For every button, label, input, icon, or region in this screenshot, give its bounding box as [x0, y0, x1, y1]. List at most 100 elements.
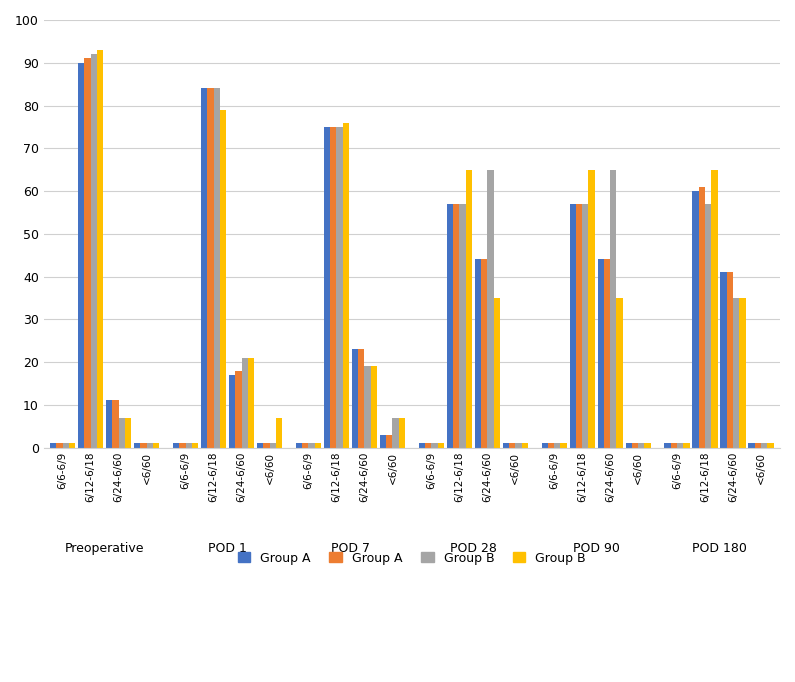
Bar	[214, 89, 220, 447]
Bar	[97, 50, 103, 447]
Bar	[106, 400, 112, 447]
Bar	[610, 170, 616, 447]
Bar	[276, 417, 282, 447]
Bar	[453, 204, 460, 447]
Bar	[134, 443, 141, 447]
Bar	[220, 110, 227, 447]
Bar	[229, 375, 235, 447]
Bar	[419, 443, 425, 447]
Bar	[460, 204, 466, 447]
Bar	[336, 127, 343, 447]
Bar	[50, 443, 56, 447]
Bar	[343, 123, 349, 447]
Bar	[684, 443, 689, 447]
Bar	[399, 417, 405, 447]
Bar	[554, 443, 560, 447]
Bar	[733, 298, 739, 447]
Bar	[173, 443, 179, 447]
Bar	[582, 204, 588, 447]
Bar	[380, 434, 386, 447]
Bar	[370, 366, 377, 447]
Bar	[147, 443, 153, 447]
Bar	[576, 204, 582, 447]
Bar	[588, 170, 595, 447]
Bar	[645, 443, 651, 447]
Bar	[118, 417, 125, 447]
Bar	[78, 63, 84, 447]
Bar	[315, 443, 321, 447]
Bar	[705, 204, 712, 447]
Bar	[502, 443, 509, 447]
Bar	[712, 170, 718, 447]
Bar	[425, 443, 432, 447]
Bar	[235, 370, 242, 447]
Bar	[494, 298, 500, 447]
Bar	[761, 443, 767, 447]
Bar	[481, 259, 487, 447]
Bar	[437, 443, 444, 447]
Bar	[632, 443, 638, 447]
Bar	[487, 170, 494, 447]
Bar	[324, 127, 330, 447]
Bar	[63, 443, 69, 447]
Bar	[393, 417, 399, 447]
Bar	[302, 443, 308, 447]
Bar	[56, 443, 63, 447]
Bar	[308, 443, 315, 447]
Text: POD 180: POD 180	[692, 542, 747, 554]
Text: POD 7: POD 7	[331, 542, 370, 554]
Bar	[671, 443, 677, 447]
Bar	[201, 89, 207, 447]
Bar	[665, 443, 671, 447]
Bar	[386, 434, 393, 447]
Bar	[677, 443, 684, 447]
Bar	[748, 443, 754, 447]
Bar	[616, 298, 622, 447]
Bar	[330, 127, 336, 447]
Bar	[364, 366, 370, 447]
Bar	[153, 443, 159, 447]
Bar	[569, 204, 576, 447]
Bar	[754, 443, 761, 447]
Text: POD 28: POD 28	[450, 542, 497, 554]
Bar	[515, 443, 522, 447]
Bar	[509, 443, 515, 447]
Bar	[358, 349, 364, 447]
Bar	[598, 259, 604, 447]
Bar	[541, 443, 548, 447]
Bar	[242, 358, 248, 447]
Bar	[432, 443, 437, 447]
Bar	[84, 59, 91, 447]
Bar	[447, 204, 453, 447]
Bar	[727, 272, 733, 447]
Bar	[112, 400, 118, 447]
Bar	[739, 298, 746, 447]
Bar	[626, 443, 632, 447]
Bar	[466, 170, 472, 447]
Bar	[692, 191, 699, 447]
Bar	[352, 349, 358, 447]
Bar	[248, 358, 254, 447]
Bar	[69, 443, 76, 447]
Bar	[270, 443, 276, 447]
Legend: Group A, Group A, Group B, Group B: Group A, Group A, Group B, Group B	[233, 546, 591, 569]
Bar	[720, 272, 727, 447]
Bar	[638, 443, 645, 447]
Bar	[263, 443, 270, 447]
Bar	[141, 443, 147, 447]
Bar	[207, 89, 214, 447]
Bar	[560, 443, 567, 447]
Bar	[179, 443, 185, 447]
Bar	[257, 443, 263, 447]
Bar	[185, 443, 192, 447]
Text: Preoperative: Preoperative	[65, 542, 145, 554]
Bar	[125, 417, 131, 447]
Bar	[192, 443, 198, 447]
Bar	[548, 443, 554, 447]
Bar	[699, 187, 705, 447]
Bar	[522, 443, 528, 447]
Bar	[767, 443, 774, 447]
Bar	[475, 259, 481, 447]
Bar	[604, 259, 610, 447]
Text: POD 1: POD 1	[208, 542, 247, 554]
